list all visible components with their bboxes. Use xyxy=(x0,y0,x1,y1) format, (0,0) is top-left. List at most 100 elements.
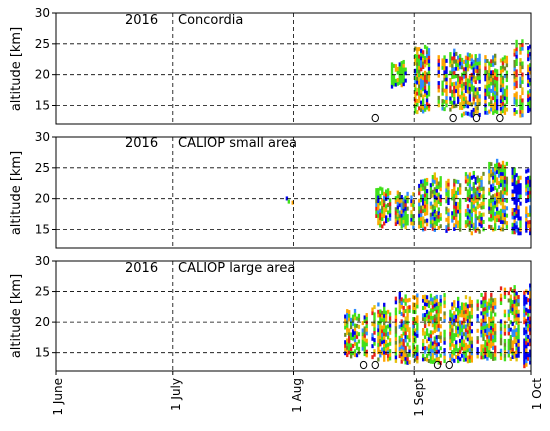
cloud-pixel xyxy=(521,39,524,44)
cloud-pixel xyxy=(474,221,477,226)
cloud-pixel xyxy=(537,318,539,322)
cloud-pixel xyxy=(490,188,493,193)
cloud-pixel xyxy=(547,328,549,332)
cloud-pixel xyxy=(412,331,415,336)
cloud-pixel xyxy=(533,107,535,111)
cloud-pixel xyxy=(503,320,507,325)
cloud-pixel xyxy=(383,343,386,348)
cloud-pixel xyxy=(480,311,483,316)
cloud-pixel xyxy=(285,196,289,201)
cloud-pixel xyxy=(447,189,450,194)
cloud-pixel xyxy=(464,179,468,184)
cloud-pixel xyxy=(423,219,427,224)
cloud-layer xyxy=(390,39,549,118)
cloud-pixel xyxy=(482,311,485,316)
cloud-pixel xyxy=(468,220,472,225)
cloud-pixel xyxy=(525,326,528,331)
cloud-pixel xyxy=(543,354,545,358)
cloud-pixel xyxy=(547,185,549,189)
cloud-pixel xyxy=(441,91,444,96)
cloud-pixel xyxy=(490,333,493,338)
cloud-pixel xyxy=(470,212,473,217)
cloud-pixel xyxy=(427,344,431,349)
cloud-pixel xyxy=(505,92,509,97)
cloud-pixel xyxy=(427,348,431,352)
cloud-pixel xyxy=(458,205,462,210)
cloud-pixel xyxy=(480,322,483,327)
cloud-pixel xyxy=(435,298,438,303)
cloud-pixel xyxy=(488,65,491,70)
cloud-pixel xyxy=(533,89,535,93)
cloud-pixel xyxy=(441,58,444,63)
cloud-pixel xyxy=(414,306,417,311)
cloud-pixel xyxy=(455,209,458,214)
cloud-pixel xyxy=(499,80,503,85)
cloud-pixel xyxy=(400,319,403,324)
cloud-pixel xyxy=(505,55,509,60)
cloud-pixel xyxy=(441,106,444,111)
cloud-pixel xyxy=(535,297,537,301)
cloud-pixel xyxy=(517,331,520,336)
cloud-pixel xyxy=(482,355,485,360)
cloud-pixel xyxy=(435,316,438,321)
cloud-pixel xyxy=(490,355,493,360)
cloud-pixel xyxy=(462,339,466,344)
cloud-pixel xyxy=(400,72,403,77)
cloud-pixel xyxy=(346,342,349,347)
cloud-pixel xyxy=(423,44,427,49)
cloud-pixel xyxy=(455,205,458,210)
cloud-pixel xyxy=(451,63,454,68)
cloud-pixel xyxy=(507,327,510,332)
cloud-pixel xyxy=(519,61,522,66)
cloud-pixel xyxy=(447,178,450,183)
cloud-pixel xyxy=(457,66,460,71)
cloud-pixel xyxy=(501,94,505,99)
cloud-pixel xyxy=(468,311,472,316)
cloud-pixel xyxy=(535,301,537,305)
cloud-pixel xyxy=(488,206,491,211)
cloud-pixel xyxy=(351,332,355,337)
cloud-pixel xyxy=(388,327,392,332)
cloud-pixel xyxy=(371,307,374,312)
cloud-pixel xyxy=(431,319,435,324)
cloud-pixel xyxy=(462,96,466,101)
cloud-pixel xyxy=(418,217,421,222)
cloud-pixel xyxy=(443,62,446,67)
cloud-pixel xyxy=(451,67,454,72)
cloud-pixel xyxy=(499,77,503,82)
cloud-pixel xyxy=(433,205,437,210)
cloud-pixel xyxy=(355,353,359,358)
cloud-pixel xyxy=(443,107,446,112)
cloud-pixel xyxy=(494,53,497,58)
cloud-pixel xyxy=(404,214,407,219)
cloud-pixel xyxy=(527,312,530,317)
cloud-pixel xyxy=(547,103,549,107)
cloud-pixel xyxy=(418,183,421,188)
cloud-pixel xyxy=(437,196,440,201)
cloud-pixel xyxy=(537,95,539,99)
cloud-pixel xyxy=(513,85,516,90)
cloud-pixel xyxy=(501,201,505,206)
cloud-pixel xyxy=(492,298,495,303)
cloud-pixel xyxy=(425,222,429,227)
cloud-pixel xyxy=(525,217,528,222)
cloud-pixel xyxy=(377,217,380,222)
cloud-pixel xyxy=(495,177,499,182)
cloud-pixel xyxy=(515,306,518,311)
cloud-pixel xyxy=(494,87,497,92)
cloud-pixel xyxy=(488,161,491,166)
cloud-pixel xyxy=(420,52,423,57)
cloud-pixel xyxy=(525,169,528,174)
cloud-pixel xyxy=(353,352,357,357)
cloud-pixel xyxy=(466,304,470,309)
cloud-pixel xyxy=(501,68,505,73)
cloud-pixel xyxy=(385,329,388,333)
cloud-pixel xyxy=(427,51,431,56)
cloud-pixel xyxy=(447,215,450,220)
cloud-pixel xyxy=(455,66,458,71)
cloud-pixel xyxy=(423,200,427,205)
cloud-pixel xyxy=(398,324,401,329)
cloud-pixel xyxy=(398,210,401,215)
cloud-pixel xyxy=(527,342,530,347)
